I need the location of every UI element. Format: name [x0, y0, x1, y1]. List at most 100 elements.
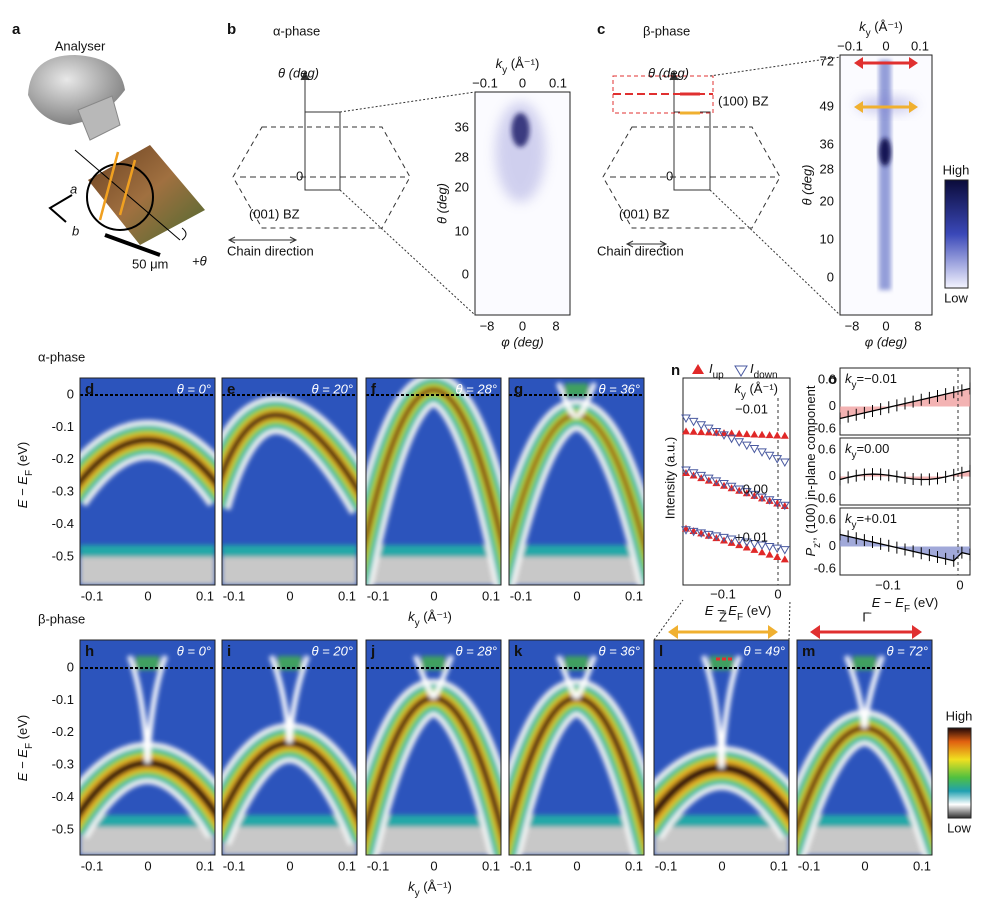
legend-down: [734, 365, 748, 377]
ky-tick-label: 0: [519, 75, 526, 90]
text-part: down: [754, 370, 778, 381]
x-tick-label: 0.1: [625, 588, 643, 603]
marker-down: [719, 533, 729, 543]
marker-up: [697, 529, 706, 537]
x-tick-label: 0.1: [913, 858, 931, 873]
subpanel: [839, 437, 971, 506]
marker-down: [772, 498, 783, 508]
text-part: (Å⁻¹): [871, 19, 903, 34]
cone-tip: [564, 383, 589, 397]
marker-up: [682, 469, 690, 476]
arpes-map: [509, 640, 644, 855]
text-part: (eV): [15, 442, 30, 470]
axis-a: a: [70, 181, 77, 196]
rotation-label: +θ: [192, 253, 207, 268]
marker-up: [704, 476, 713, 484]
panel-label: f: [371, 381, 377, 398]
theta-axis: θ (deg): [278, 65, 319, 80]
y-tick-label: -0.6: [814, 560, 836, 575]
marker-up: [758, 548, 766, 556]
panel-label: l: [659, 643, 663, 660]
marker-down: [779, 501, 790, 511]
marker-down: [711, 477, 722, 486]
x-tick-label: -0.1: [655, 858, 677, 873]
marker-up: [735, 429, 744, 437]
map-streak: [879, 60, 891, 290]
text-part: E − E: [15, 749, 30, 781]
phi-axis-label: φ (deg): [865, 334, 907, 349]
y-tick-label: -0.4: [52, 789, 74, 804]
theta-tick-label: 72: [820, 53, 834, 68]
panel-label: j: [370, 643, 375, 660]
marker-down: [711, 532, 722, 541]
y-tick-label: 0.6: [818, 511, 836, 526]
y-tick-label: 0: [829, 538, 836, 553]
text-part: E − E: [872, 595, 904, 610]
y-axis-label: Pz', (100) in-plane component: [803, 385, 823, 556]
arpes-map: [366, 378, 501, 585]
ky-axis-label: ky (Å⁻¹): [496, 56, 540, 76]
y-tick-label: -0.2: [52, 724, 74, 739]
marker-down: [696, 421, 707, 430]
arpes-map: [654, 640, 789, 855]
theta-tick-label: 10: [820, 231, 834, 246]
marker-down: [764, 496, 775, 505]
cone-tip: [135, 656, 160, 670]
band: [366, 388, 501, 548]
panel-label: m: [802, 643, 815, 660]
panel-label: e: [227, 381, 235, 398]
arpes-map: [509, 378, 644, 585]
phi-tick-label: 0: [882, 318, 889, 333]
analyser-title: Analyser: [55, 38, 106, 53]
marker-up: [780, 502, 789, 509]
theta-axis: θ (deg): [648, 65, 689, 80]
phi-tick-label: −8: [845, 318, 860, 333]
phi-tick-label: 0: [519, 318, 526, 333]
row-label: β-phase: [38, 611, 85, 626]
map-frame: [508, 377, 645, 586]
map-bottom: [654, 825, 789, 855]
marker-up: [742, 543, 751, 551]
y-axis-label: Intensity (a.u.): [662, 437, 677, 519]
x-tick-label: -0.1: [510, 588, 532, 603]
cone: [145, 655, 168, 764]
colorbar: [944, 179, 969, 289]
phase-title: β-phase: [643, 23, 690, 38]
zero-label: 0: [666, 168, 673, 183]
text-part: y: [852, 450, 857, 461]
x-tick-label: 0.1: [482, 858, 500, 873]
theta-label: θ = 20°: [311, 381, 353, 396]
map-bottom: [366, 825, 501, 855]
y-tick-label: -0.3: [52, 484, 74, 499]
legend-up-label: Iup: [709, 361, 724, 381]
text-part: up: [713, 370, 725, 381]
cone-tip: [421, 656, 446, 670]
marker-down: [696, 529, 707, 538]
cone: [719, 655, 742, 769]
marker-down: [749, 490, 760, 500]
y-tick-label: -0.5: [52, 821, 74, 836]
map-bottom: [222, 825, 357, 855]
marker-down: [719, 480, 729, 489]
curve-label: ky=0.00: [845, 441, 889, 461]
text-part: (eV): [910, 595, 938, 610]
text-part: I: [750, 361, 754, 376]
marker-up: [727, 429, 736, 437]
text-part: y: [415, 618, 420, 629]
cone: [574, 655, 597, 700]
map-frame: [221, 639, 358, 856]
marker-down: [757, 448, 767, 457]
colorbar-low: Low: [944, 290, 968, 305]
theta-label: θ = 49°: [743, 643, 785, 658]
text-part: k: [408, 609, 416, 624]
marker-up: [750, 545, 759, 553]
z-label: Z̄: [719, 609, 727, 624]
theta-tick-label: 10: [455, 223, 469, 238]
y-tick-label: -0.4: [52, 516, 74, 531]
band: [509, 695, 644, 840]
x-tick-label: 0: [774, 586, 781, 601]
scale-bar: 50 μm: [132, 256, 168, 271]
marker-down: [688, 417, 699, 427]
ky-tick-label: −0.1: [472, 75, 498, 90]
text-part: (Å⁻¹): [420, 879, 452, 894]
